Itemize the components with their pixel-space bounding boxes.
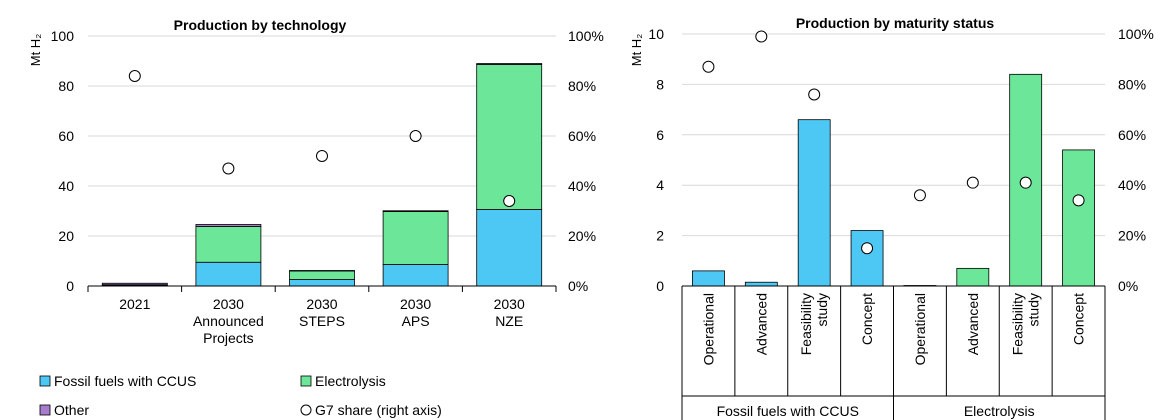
right-bar-electrolysis: [1062, 149, 1095, 287]
right-y2-tick-label: 0%: [1118, 278, 1138, 294]
right-x-tick-label: study: [1026, 293, 1042, 326]
right-y-tick-label: 2: [656, 228, 664, 244]
right-y-tick-label: 8: [656, 76, 664, 92]
left-bar-other: [101, 282, 168, 286]
left-share-marker: [503, 195, 516, 207]
left-bar-electrolysis: [382, 211, 449, 265]
left-y-axis-label: Mt H₂: [28, 34, 43, 67]
right-group-label: Fossil fuels with CCUS: [717, 403, 859, 419]
legend-label-electrolysis: Electrolysis: [315, 373, 386, 389]
right-y-tick-label: 0: [656, 278, 664, 294]
right-bar-fossil: [850, 230, 884, 287]
left-x-tick-label: STEPS: [299, 313, 345, 329]
right-y2-tick-label: 20%: [1118, 228, 1146, 244]
left-x-tick-label: 2030: [213, 296, 244, 312]
left-bar-electrolysis: [195, 226, 262, 263]
right-y-tick-label: 6: [656, 127, 664, 143]
left-bar-other: [476, 63, 543, 65]
legend-swatch-other: [39, 404, 51, 416]
left-y2-tick-label: 60%: [568, 128, 596, 144]
legend-swatch-fossil: [39, 375, 51, 387]
left-bar-fossil: [476, 209, 543, 287]
left-y-tick-label: 20: [58, 228, 74, 244]
left-x-tick-label: 2030: [400, 296, 431, 312]
left-x-tick-label: 2021: [119, 296, 150, 312]
right-y2-tick-label: 100%: [1118, 26, 1154, 42]
right-y2-tick-label: 60%: [1118, 127, 1146, 143]
left-bar-other: [382, 210, 449, 212]
right-share-marker: [913, 189, 926, 202]
right-share-marker: [808, 88, 821, 101]
left-bar-fossil: [382, 264, 449, 287]
right-share-marker: [1019, 176, 1032, 189]
left-y2-tick-label: 0%: [568, 278, 588, 294]
left-share-marker: [128, 70, 141, 82]
legend: Fossil fuels with CCUS Electrolysis Othe…: [39, 373, 442, 418]
left-y-tick-label: 0: [66, 278, 74, 294]
legend-label-fossil: Fossil fuels with CCUS: [54, 373, 196, 389]
left-bar-fossil: [195, 261, 262, 287]
left-y2-tick-label: 40%: [568, 178, 596, 194]
right-y-axis-label: Mt H₂: [629, 34, 644, 67]
right-x-tick-label: study: [814, 293, 830, 326]
left-x-tick-label: APS: [402, 313, 430, 329]
right-share-marker: [755, 30, 768, 43]
legend-marker-share: [300, 404, 312, 416]
right-y-tick-label: 10: [648, 26, 664, 42]
left-share-marker: [316, 150, 328, 162]
left-y2-tick-label: 20%: [568, 228, 596, 244]
left-y-tick-label: 40: [58, 178, 74, 194]
right-x-tick-label: Concept: [859, 293, 875, 345]
right-bar-electrolysis: [956, 267, 990, 287]
right-bar-fossil: [797, 119, 831, 287]
right-x-tick-label: Operational: [700, 293, 716, 365]
left-bar-electrolysis: [289, 270, 355, 280]
left-chart-title: Production by technology: [174, 17, 347, 33]
left-bar-other: [289, 270, 355, 272]
right-share-marker: [1072, 194, 1085, 207]
right-y2-tick-label: 80%: [1118, 76, 1146, 92]
left-bar-electrolysis: [476, 64, 543, 210]
right-share-marker: [702, 60, 715, 73]
left-bar-fossil: [289, 279, 355, 287]
right-x-tick-label: Advanced: [965, 293, 981, 355]
left-x-tick-label: Announced: [193, 313, 264, 329]
right-bar-fossil: [744, 281, 778, 287]
left-share-marker: [222, 162, 235, 175]
right-share-marker: [966, 176, 979, 189]
left-y-tick-label: 60: [58, 128, 74, 144]
right-y2-tick-label: 40%: [1118, 177, 1146, 193]
right-x-tick-label: Feasibility: [798, 293, 814, 355]
legend-label-other: Other: [54, 402, 89, 418]
left-bar-other: [195, 224, 262, 227]
right-bar-fossil: [692, 270, 725, 287]
right-chart-title: Production by maturity status: [796, 15, 995, 31]
left-y2-tick-label: 80%: [568, 78, 596, 94]
left-share-marker: [409, 130, 422, 142]
left-y-tick-label: 100: [51, 28, 75, 44]
right-group-label: Electrolysis: [964, 403, 1035, 419]
left-x-tick-label: 2030: [306, 296, 337, 312]
right-x-tick-label: Concept: [1071, 293, 1087, 345]
right-x-tick-label: Feasibility: [1010, 293, 1026, 355]
right-x-tick-label: Advanced: [753, 293, 769, 355]
legend-swatch-electrolysis: [300, 375, 312, 387]
right-x-tick-label: Operational: [912, 293, 928, 365]
left-y2-tick-label: 100%: [568, 28, 604, 44]
left-x-tick-label: Projects: [203, 330, 254, 346]
right-share-marker: [861, 242, 874, 255]
left-x-tick-label: NZE: [495, 313, 523, 329]
left-x-tick-label: 2030: [494, 296, 525, 312]
legend-label-share: G7 share (right axis): [315, 402, 442, 418]
right-y-tick-label: 4: [656, 177, 664, 193]
left-y-tick-label: 80: [58, 78, 74, 94]
